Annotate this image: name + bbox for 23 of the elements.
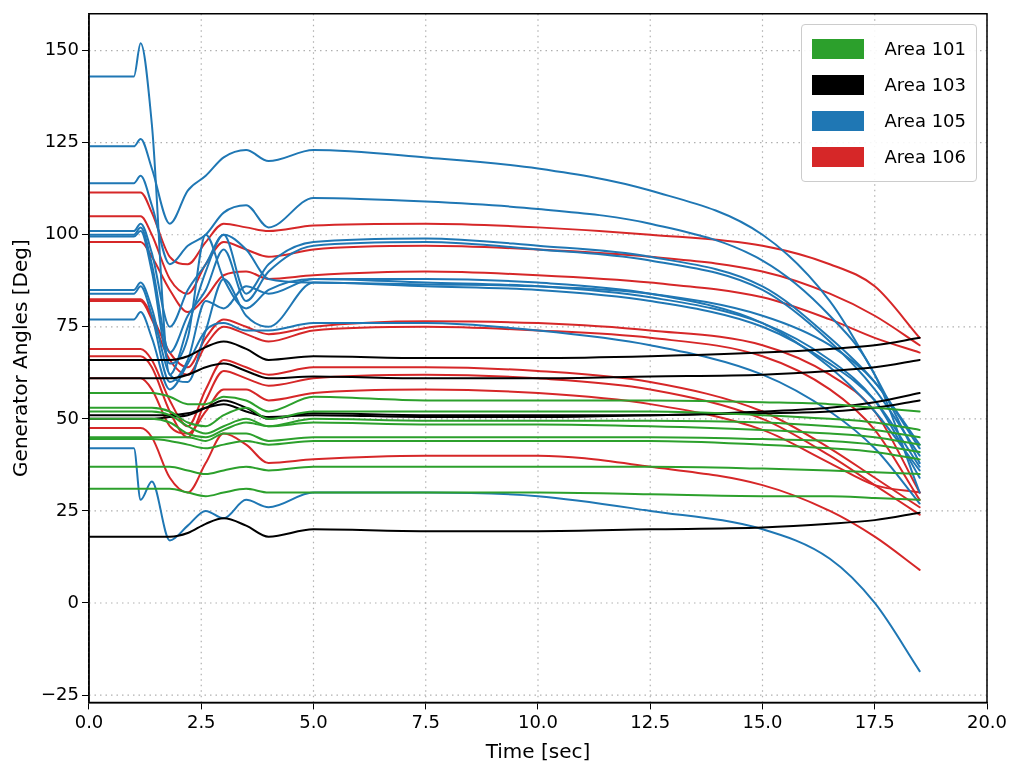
x-tick-label: 2.5 [186,710,216,732]
legend-label: Area 105 [884,110,966,132]
x-tick-label: 12.5 [630,710,671,732]
x-axis-title: Time [sec] [484,739,591,764]
y-tick-label: 100 [44,222,79,244]
y-tick-label: 0 [67,590,79,612]
y-tick-label: 50 [56,406,79,428]
y-tick-label: 75 [56,314,79,336]
legend-label: Area 106 [884,146,966,168]
x-tick-label: 0.0 [74,710,104,732]
x-tick-label: 7.5 [411,710,441,732]
x-tick-label: 17.5 [854,710,895,732]
x-tick-label: 20.0 [966,710,1008,732]
y-tick-label: 25 [56,498,79,520]
y-tick-label: 125 [44,130,79,152]
legend-label: Area 103 [884,74,966,96]
x-tick-label: 15.0 [742,710,783,732]
y-axis-title: Generator Angles [Deg] [8,239,33,477]
y-tick-label: −25 [40,682,79,704]
y-tick-label: 150 [44,38,79,60]
x-tick-label: 5.0 [299,710,328,732]
x-tick-label: 10.0 [517,710,559,732]
legend-label: Area 101 [884,38,966,60]
